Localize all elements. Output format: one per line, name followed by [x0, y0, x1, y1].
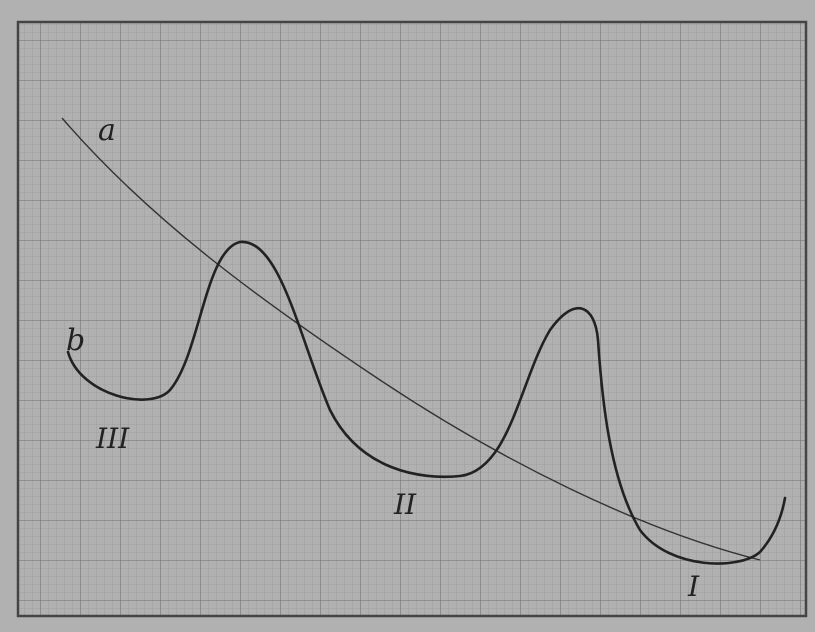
- curve-label: a: [98, 113, 116, 148]
- grid: [18, 22, 806, 616]
- graph-paper: a b III II I: [0, 0, 815, 632]
- region-label: II: [393, 488, 417, 521]
- region-label: I: [687, 570, 700, 603]
- region-label: III: [95, 422, 130, 455]
- curve-label: b: [66, 323, 85, 358]
- page: a b III II I (() => { const data = JSON.…: [0, 0, 815, 632]
